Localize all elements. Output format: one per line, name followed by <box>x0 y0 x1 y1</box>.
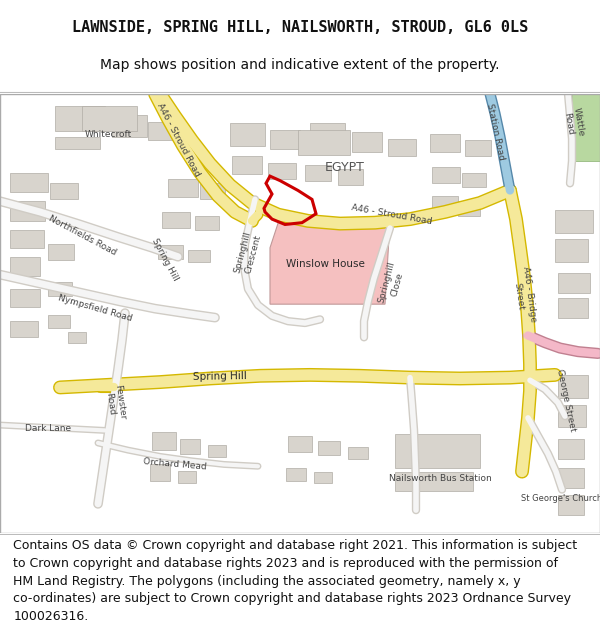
Bar <box>188 249 210 262</box>
Text: St George's Church: St George's Church <box>521 494 600 503</box>
Bar <box>10 321 38 338</box>
Bar <box>286 468 306 481</box>
Bar <box>558 468 584 488</box>
Bar <box>348 446 368 459</box>
Text: Fewster
Road: Fewster Road <box>103 384 127 421</box>
Bar <box>180 439 200 454</box>
Bar <box>208 445 226 458</box>
Bar <box>298 129 350 154</box>
Bar <box>558 439 584 459</box>
Bar <box>432 167 460 183</box>
Text: LAWNSIDE, SPRING HILL, NAILSWORTH, STROUD, GL6 0LS: LAWNSIDE, SPRING HILL, NAILSWORTH, STROU… <box>72 19 528 34</box>
Text: Springhill
Crescent: Springhill Crescent <box>233 230 263 276</box>
Text: EGYPT: EGYPT <box>325 161 365 174</box>
Text: Springhill
Close: Springhill Close <box>377 260 407 307</box>
Text: Map shows position and indicative extent of the property.: Map shows position and indicative extent… <box>100 58 500 72</box>
Bar <box>158 245 183 259</box>
Bar <box>48 315 70 328</box>
Bar <box>230 123 265 146</box>
Bar <box>558 273 590 292</box>
Bar <box>55 137 100 149</box>
Text: Spring Hill: Spring Hill <box>150 237 180 282</box>
Bar <box>150 464 170 481</box>
Bar <box>10 173 48 192</box>
Bar <box>318 441 340 456</box>
Bar <box>48 282 72 296</box>
Bar <box>558 375 588 398</box>
Polygon shape <box>270 217 390 304</box>
Text: Nailsworth Bus Station: Nailsworth Bus Station <box>389 474 491 483</box>
Bar <box>558 406 586 427</box>
Bar <box>555 239 588 262</box>
Bar <box>200 183 225 199</box>
Text: Nympsfield Road: Nympsfield Road <box>57 294 133 324</box>
Bar <box>162 212 190 228</box>
Text: Contains OS data © Crown copyright and database right 2021. This information is : Contains OS data © Crown copyright and d… <box>13 539 577 622</box>
Bar <box>82 106 137 131</box>
Text: Winslow House: Winslow House <box>286 259 364 269</box>
Bar <box>10 289 40 307</box>
Bar <box>55 106 105 131</box>
Text: Orchard Mead: Orchard Mead <box>143 458 207 472</box>
Bar <box>270 129 300 149</box>
Bar <box>458 201 480 216</box>
Bar <box>168 179 198 197</box>
Bar <box>178 471 196 483</box>
Bar <box>268 162 296 179</box>
Text: Whitecroft: Whitecroft <box>85 129 131 139</box>
Bar <box>352 132 382 152</box>
Bar <box>152 432 176 450</box>
Text: Wattle
Road: Wattle Road <box>562 106 586 139</box>
Text: A46 - Stroud Road: A46 - Stroud Road <box>351 203 433 226</box>
Bar <box>10 257 40 276</box>
Bar <box>395 472 473 491</box>
Bar <box>430 134 460 152</box>
Bar <box>305 166 331 181</box>
Bar <box>112 115 147 137</box>
Polygon shape <box>572 94 600 161</box>
Bar <box>288 436 312 452</box>
Text: Station Road: Station Road <box>485 102 505 161</box>
Bar <box>558 495 584 514</box>
Bar <box>232 156 262 174</box>
Bar <box>338 169 363 185</box>
Bar <box>465 140 491 156</box>
Text: George Street: George Street <box>555 368 577 432</box>
Bar <box>148 122 178 140</box>
Text: A46 - Stroud Road: A46 - Stroud Road <box>155 102 201 179</box>
Text: Northfields Road: Northfields Road <box>47 214 118 257</box>
Bar <box>395 434 480 468</box>
Bar <box>310 123 345 146</box>
Text: Dark Lane: Dark Lane <box>25 424 71 433</box>
Bar <box>50 183 78 199</box>
Bar <box>388 139 416 156</box>
Bar <box>10 230 44 248</box>
Text: Spring Hill: Spring Hill <box>193 371 247 382</box>
Bar <box>68 332 86 342</box>
Bar <box>195 216 219 230</box>
Bar <box>558 298 588 318</box>
Bar <box>10 201 45 221</box>
Bar <box>432 196 458 212</box>
Bar <box>48 244 74 260</box>
Text: A46 - Bridge
Street: A46 - Bridge Street <box>511 266 538 324</box>
Bar <box>314 472 332 483</box>
Bar <box>555 210 593 232</box>
Bar <box>462 173 486 187</box>
